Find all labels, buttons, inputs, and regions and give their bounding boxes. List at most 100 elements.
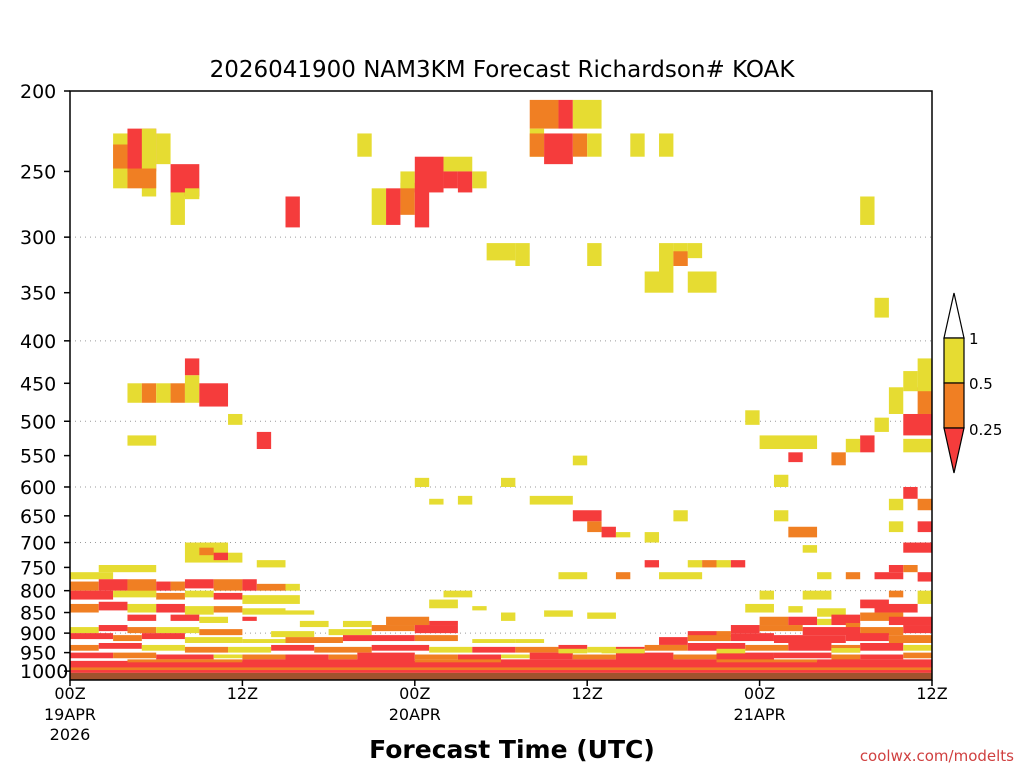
ri-cell — [429, 498, 444, 505]
ri-cell — [716, 631, 731, 638]
ri-cell — [687, 642, 746, 651]
ri-cell — [587, 243, 602, 266]
ri-cell — [572, 455, 588, 466]
ri-cell — [874, 297, 889, 318]
y-tick-label: 300 — [20, 227, 56, 249]
ri-cell — [845, 438, 861, 453]
ri-cell — [256, 583, 286, 591]
ri-cell — [70, 652, 114, 659]
legend-swatch-upper — [943, 337, 965, 384]
ri-cell — [917, 572, 932, 582]
ri-cell — [472, 171, 487, 189]
ri-cell — [457, 171, 473, 193]
ri-cell — [256, 431, 272, 450]
ri-cell — [400, 182, 415, 215]
ri-cell — [817, 572, 832, 580]
ri-cell — [501, 477, 516, 487]
ri-cell — [759, 590, 774, 600]
ri-cell — [70, 667, 932, 671]
ri-cell — [659, 243, 674, 272]
ri-cell — [127, 627, 157, 634]
ri-cell — [888, 521, 904, 533]
ri-cell — [299, 620, 329, 628]
ri-cell — [687, 631, 717, 638]
ri-cell — [285, 654, 329, 661]
ri-cell — [558, 572, 588, 580]
ri-cell — [860, 612, 904, 621]
ri-cell — [687, 635, 731, 642]
ri-cell — [472, 639, 516, 643]
ri-cell — [127, 659, 243, 663]
ri-cell — [673, 510, 688, 522]
ri-cell — [314, 646, 372, 653]
ri-cell — [845, 633, 889, 642]
ri-cell — [644, 644, 688, 651]
ri-cell — [759, 435, 818, 450]
ri-cell — [673, 654, 717, 660]
ri-cell — [716, 652, 774, 661]
ri-cell — [184, 579, 214, 589]
ri-cell — [414, 477, 430, 487]
ri-cell — [70, 660, 932, 668]
ri-cell — [644, 271, 674, 293]
y-tick-label: 850 — [20, 603, 56, 625]
ri-cell — [501, 659, 717, 664]
ri-cell — [443, 171, 458, 189]
ri-cell — [242, 595, 300, 604]
ri-cell — [342, 635, 415, 642]
ri-cell — [242, 616, 257, 621]
ri-cell — [773, 510, 789, 522]
ri-cell — [860, 599, 889, 609]
ri-cell — [529, 652, 573, 660]
ri-cell — [773, 652, 832, 659]
ri-cell — [242, 639, 286, 643]
ri-cell — [127, 614, 157, 621]
ri-cell — [371, 625, 415, 632]
y-tick-label: 550 — [20, 446, 56, 468]
ri-cell — [199, 547, 214, 556]
ri-cell — [184, 646, 229, 653]
ri-cell — [199, 616, 229, 623]
ri-cell — [386, 188, 401, 225]
ri-cell — [127, 435, 157, 446]
ri-cell — [860, 627, 904, 636]
plot-area — [70, 99, 932, 680]
ri-cell — [386, 616, 430, 626]
ri-cell — [98, 625, 128, 632]
legend-label: 1 — [969, 330, 979, 348]
ri-cell — [170, 614, 200, 621]
ri-cell — [113, 590, 157, 598]
ri-cell — [615, 532, 631, 538]
ri-cell — [141, 633, 185, 640]
ri-cell — [429, 599, 458, 609]
ri-cell — [903, 486, 918, 499]
ri-cell — [888, 635, 932, 643]
ri-cell — [874, 417, 889, 432]
ri-cell — [199, 383, 229, 407]
ri-cell — [472, 646, 516, 653]
y-tick-label: 600 — [20, 477, 56, 499]
ri-cell — [256, 560, 286, 568]
ri-cell — [529, 99, 559, 129]
ri-cell — [271, 644, 315, 651]
ri-cell — [788, 616, 818, 626]
y-tick-label: 750 — [20, 557, 56, 579]
ri-cell — [759, 625, 803, 632]
axes: 200 250 300 350 400 450 500 550 600 650 7007508008… — [20, 81, 948, 744]
ri-cell — [156, 592, 185, 600]
x-axis-label: Forecast Time (UTC) — [369, 735, 655, 764]
ri-cell — [587, 521, 602, 533]
ri-cell — [414, 625, 458, 634]
ri-cell — [630, 133, 645, 157]
legend-swatch-middle — [943, 382, 965, 429]
ri-cell — [70, 581, 99, 591]
ri-cell — [860, 196, 875, 225]
ri-cell — [673, 251, 688, 266]
ri-cell — [70, 590, 114, 600]
ri-cell — [544, 133, 573, 165]
ri-cell — [788, 606, 803, 613]
ri-cell — [328, 629, 372, 636]
ri-cell — [644, 532, 660, 543]
ri-cell — [888, 498, 904, 511]
ri-cell — [170, 383, 185, 403]
